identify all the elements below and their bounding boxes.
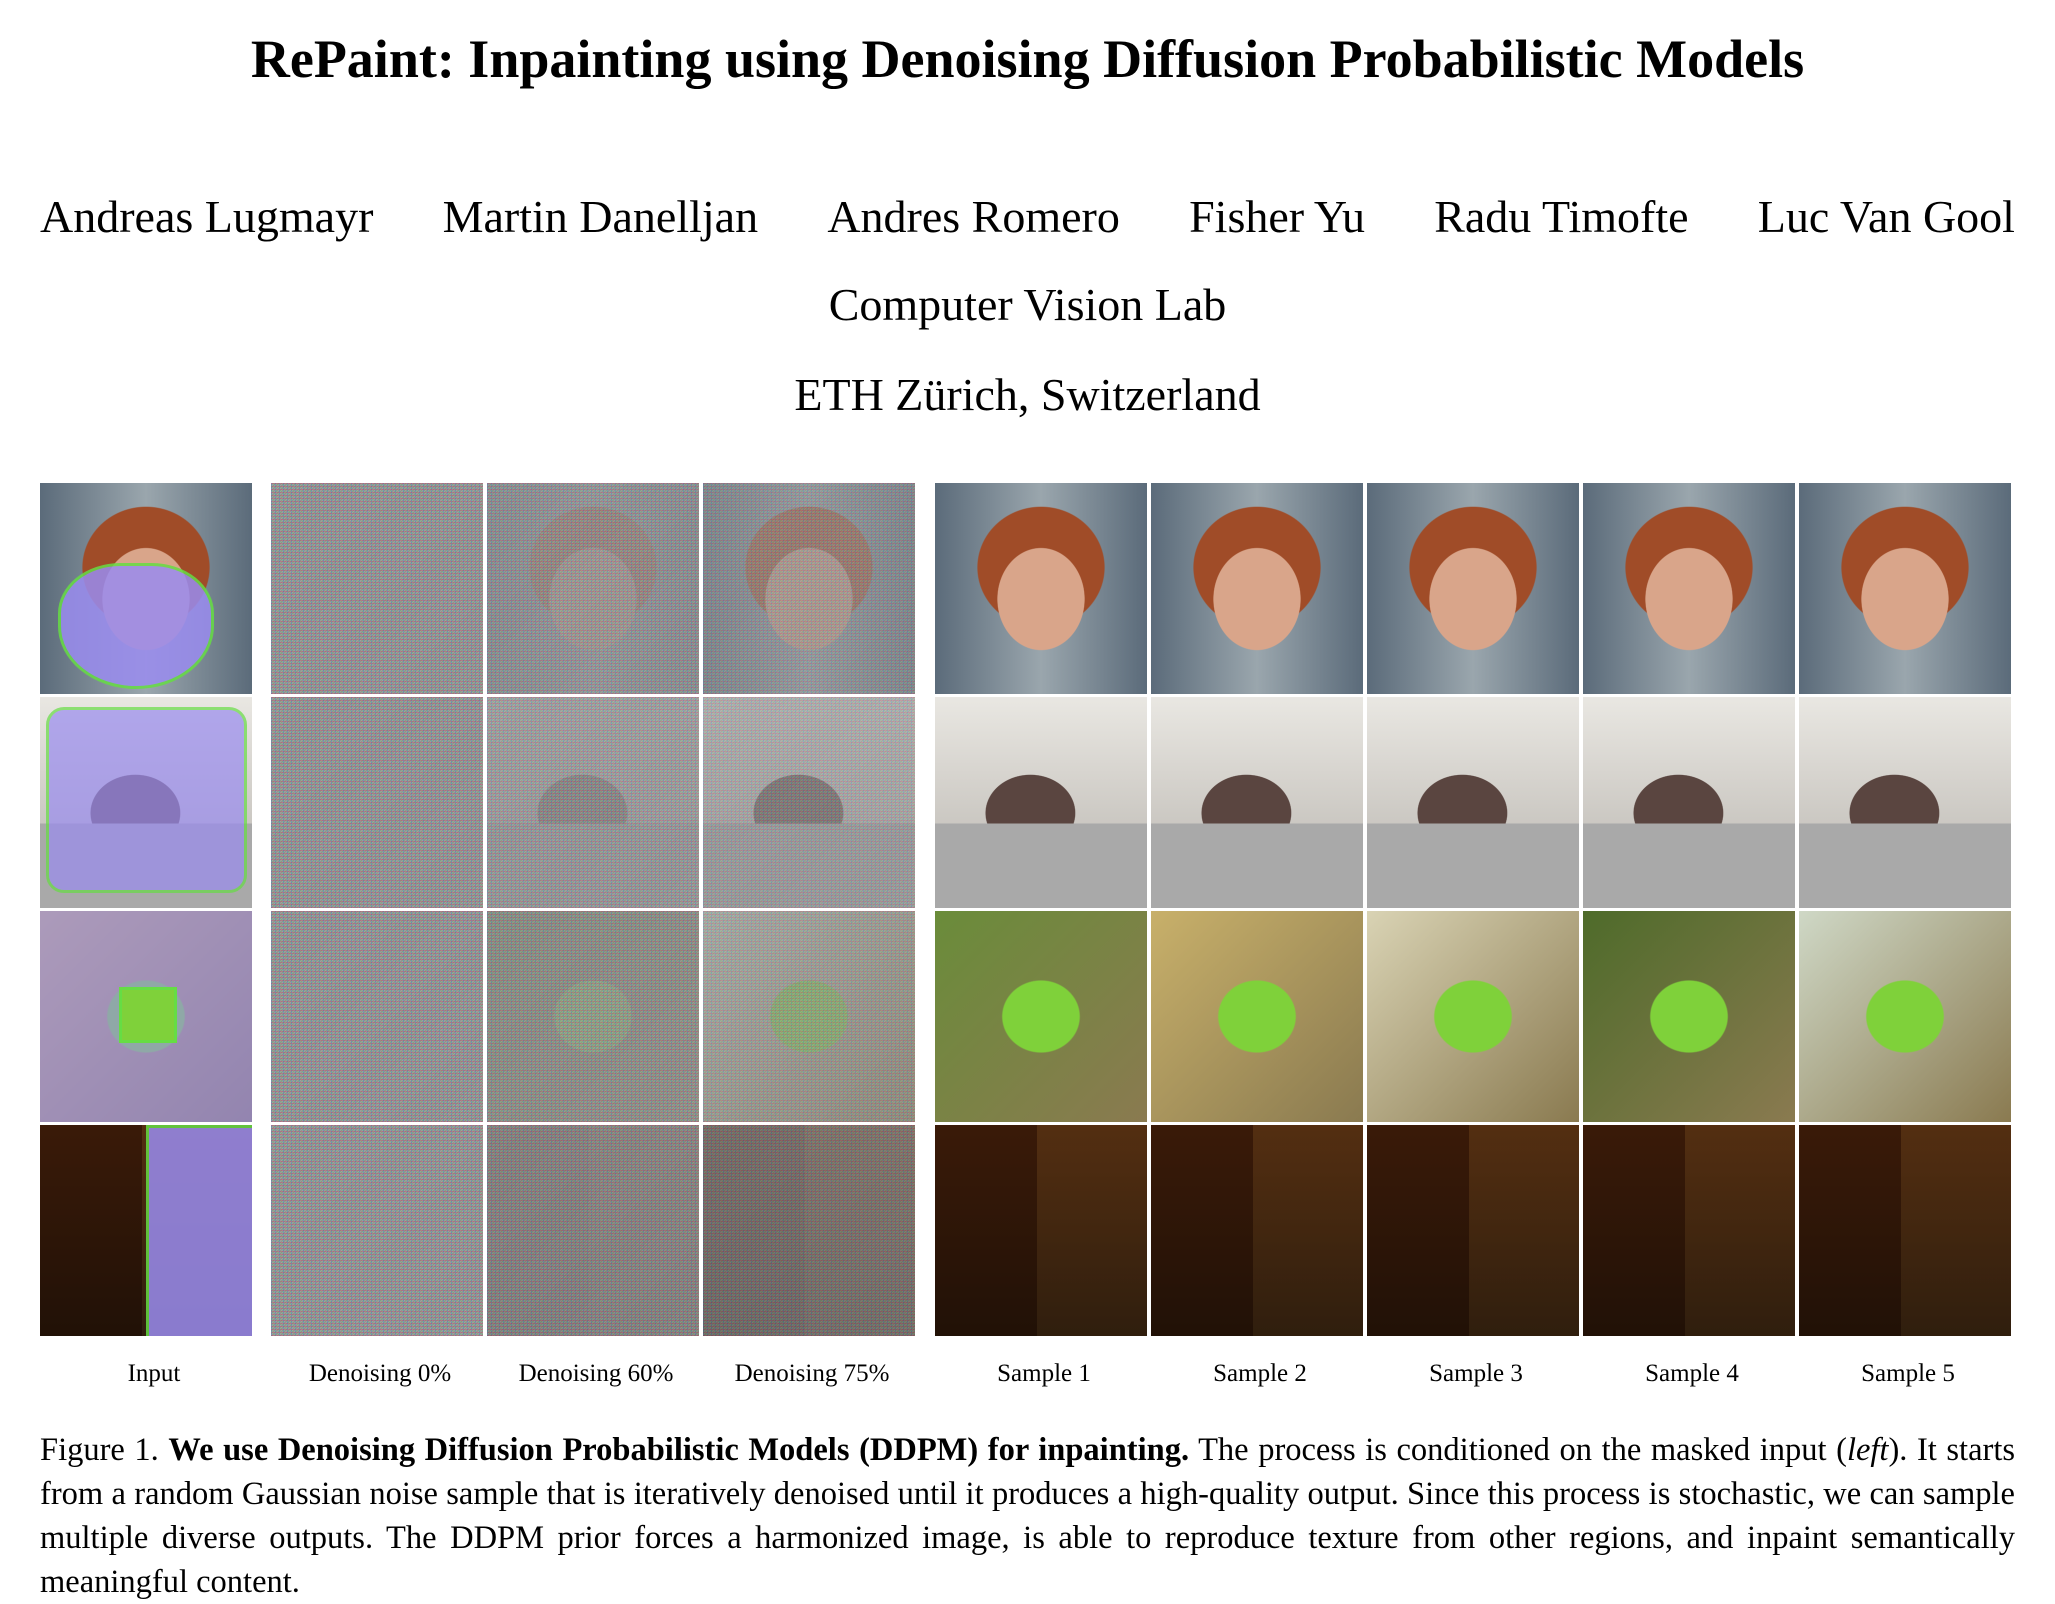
noise-image-tile [703, 483, 915, 694]
unmasked-region [119, 987, 177, 1043]
affiliation-lab: Computer Vision Lab [828, 279, 1227, 330]
inpainting-mask [146, 1125, 252, 1336]
noise-overlay [487, 1125, 699, 1336]
sample-image-tile [1367, 911, 1579, 1122]
sample-image-tile [1367, 483, 1579, 694]
author-name: Fisher Yu [1189, 191, 1365, 242]
column-label: Denoising 75% [734, 1360, 890, 1387]
sample-image-tile [1151, 483, 1363, 694]
sample-image-tile [1151, 697, 1363, 908]
sample-image-tile [935, 911, 1147, 1122]
sample-image-tile [1583, 911, 1795, 1122]
sample-image-tile [1583, 483, 1795, 694]
sample-image-tile [935, 1125, 1147, 1336]
noise-image-tile [487, 483, 699, 694]
column-label: Sample 4 [1645, 1360, 1739, 1387]
noise-overlay [487, 911, 699, 1122]
author-name: Andres Romero [827, 191, 1120, 242]
inpainting-mask [46, 707, 247, 893]
noise-image-tile [271, 1125, 483, 1336]
noise-image-tile [487, 911, 699, 1122]
column-label: Denoising 60% [518, 1360, 674, 1387]
column-label: Input [127, 1360, 181, 1387]
author-name: Radu Timofte [1434, 191, 1689, 242]
noise-image-tile [487, 697, 699, 908]
figure-caption: Figure 1. We use Denoising Diffusion Pro… [40, 1428, 2015, 1604]
sample-image-tile [1367, 1125, 1579, 1336]
noise-overlay [487, 697, 699, 908]
noise-image-tile [271, 911, 483, 1122]
noise-image-tile [703, 911, 915, 1122]
emerging-content [703, 483, 915, 694]
noise-image-tile [487, 1125, 699, 1336]
sample-image-tile [1583, 1125, 1795, 1336]
noise-image-tile [271, 697, 483, 908]
sample-image-tile [1151, 911, 1363, 1122]
sample-image-tile [1367, 697, 1579, 908]
inpainting-mask [58, 563, 214, 689]
column-label: Sample 5 [1861, 1360, 1955, 1387]
author-name: Andreas Lugmayr [40, 191, 374, 242]
emerging-content [703, 1125, 915, 1336]
sample-image-tile [1151, 1125, 1363, 1336]
sample-image-tile [1799, 1125, 2011, 1336]
column-label: Denoising 0% [308, 1360, 452, 1387]
column-label: Sample 3 [1429, 1360, 1523, 1387]
noise-image-tile [703, 697, 915, 908]
author-list: Andreas Lugmayr Martin Danelljan Andres … [40, 190, 2015, 243]
noise-overlay [703, 1125, 915, 1336]
caption-bold: We use Denoising Diffusion Probabilistic… [168, 1432, 1190, 1468]
emerging-content [703, 911, 915, 1122]
noise-overlay [703, 697, 915, 908]
caption-label: Figure 1. [40, 1432, 159, 1468]
sample-image-tile [935, 483, 1147, 694]
sample-image-tile [1799, 483, 2011, 694]
author-name: Martin Danelljan [442, 191, 759, 242]
input-image-tile [40, 1125, 252, 1336]
noise-image-tile [271, 483, 483, 694]
noise-overlay [703, 483, 915, 694]
caption-text: The process is conditioned on the masked… [1189, 1432, 1847, 1468]
affiliation-institution: ETH Zürich, Switzerland [794, 369, 1261, 420]
caption-italic: left [1846, 1432, 1889, 1468]
input-image-tile [40, 483, 252, 694]
noise-overlay [703, 911, 915, 1122]
sample-image-tile [1583, 697, 1795, 908]
noise-image-tile [703, 1125, 915, 1336]
sample-image-tile [1799, 697, 2011, 908]
noise-overlay [487, 483, 699, 694]
input-image-tile [40, 697, 252, 908]
sample-image-tile [1799, 911, 2011, 1122]
emerging-content [703, 697, 915, 908]
author-name: Luc Van Gool [1757, 191, 2015, 242]
paper-title: RePaint: Inpainting using Denoising Diff… [250, 29, 1805, 89]
input-image-tile [40, 911, 252, 1122]
column-label: Sample 2 [1213, 1360, 1307, 1387]
caption-text: ). It starts from a random Gaussian nois… [40, 1432, 2016, 1600]
column-label: Sample 1 [997, 1360, 1091, 1387]
sample-image-tile [935, 697, 1147, 908]
